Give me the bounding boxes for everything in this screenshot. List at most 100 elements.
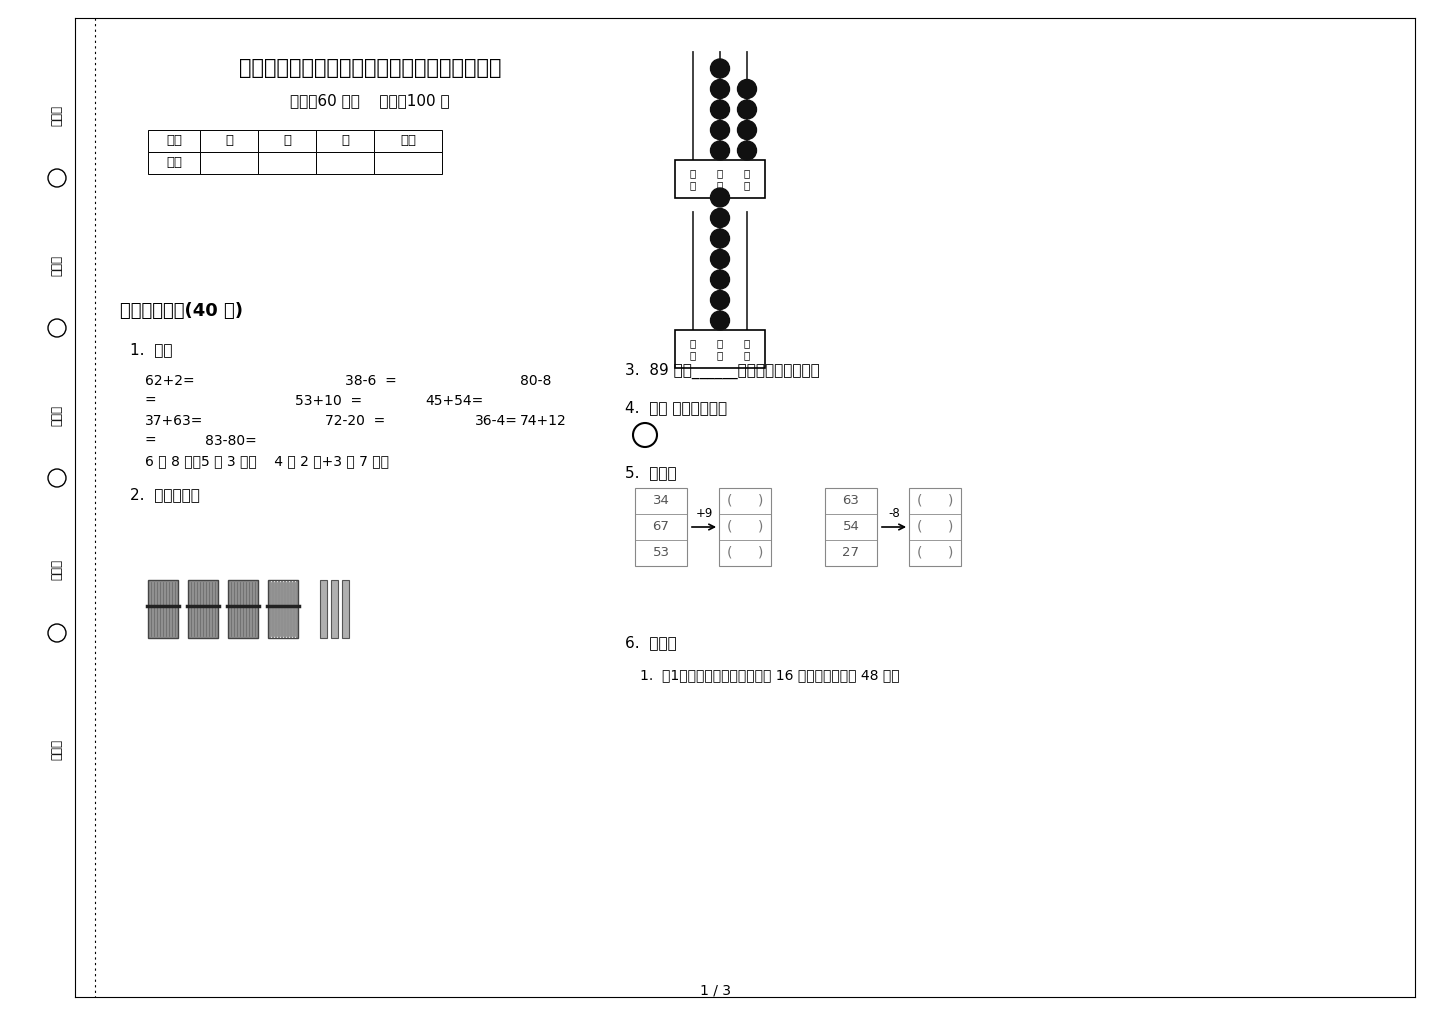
Text: 十
位: 十 位 [716, 339, 724, 360]
Bar [342, 580, 350, 638]
Bar [635, 488, 686, 566]
Text: 62+2=: 62+2= [145, 374, 195, 388]
Text: (: ( [727, 494, 732, 508]
Text: ): ) [947, 494, 953, 508]
Circle shape [711, 100, 729, 119]
Text: 一: 一 [225, 134, 234, 148]
Text: 38-6  =: 38-6 = [345, 374, 397, 388]
Circle shape [738, 100, 757, 119]
Circle shape [711, 290, 729, 309]
Bar [232, 580, 235, 638]
Text: 1 / 3: 1 / 3 [701, 983, 731, 997]
Text: ): ) [758, 494, 762, 508]
Bar [331, 580, 338, 638]
Text: 百
位: 百 位 [689, 168, 696, 190]
Bar [257, 580, 258, 638]
Circle shape [711, 141, 729, 160]
Text: 6 元 8 角－5 元 3 角＝    4 元 2 角+3 元 7 角＝: 6 元 8 角－5 元 3 角＝ 4 元 2 角+3 元 7 角＝ [145, 454, 388, 468]
Bar [198, 580, 201, 638]
Text: (: ( [917, 494, 923, 508]
Bar [176, 580, 179, 638]
Bar [235, 580, 238, 638]
Bar [149, 580, 152, 638]
Text: 54: 54 [843, 521, 860, 534]
Bar [320, 580, 327, 638]
Bar [246, 580, 249, 638]
Text: 考号：: 考号： [50, 104, 63, 125]
Bar [238, 580, 241, 638]
Circle shape [711, 208, 729, 227]
Text: 83-80=: 83-80= [205, 434, 257, 448]
Bar [249, 580, 252, 638]
Bar [374, 152, 441, 174]
Bar [229, 580, 232, 638]
Bar [292, 580, 295, 638]
Bar [228, 580, 258, 638]
Circle shape [711, 270, 729, 289]
Text: ): ) [947, 520, 953, 534]
Bar [258, 152, 317, 174]
Text: 学校：: 学校： [50, 739, 63, 760]
Text: 二: 二 [282, 134, 291, 148]
Text: =: = [145, 434, 156, 448]
Bar [203, 580, 206, 638]
Bar [825, 488, 877, 566]
Bar [244, 580, 246, 638]
Bar [160, 580, 163, 638]
Bar [675, 160, 765, 198]
Text: -8: -8 [888, 507, 900, 520]
Text: 53: 53 [652, 547, 669, 559]
Text: 34: 34 [652, 494, 669, 508]
Bar [189, 580, 192, 638]
Text: 45+54=: 45+54= [426, 394, 483, 408]
Bar [188, 580, 218, 638]
Bar [278, 580, 281, 638]
Bar [284, 580, 287, 638]
Text: 一、基础练习(40 分): 一、基础练习(40 分) [120, 302, 244, 320]
Text: 个
位: 个 位 [744, 168, 749, 190]
Bar [241, 580, 244, 638]
Text: 72-20  =: 72-20 = [325, 413, 385, 428]
Circle shape [711, 250, 729, 269]
Bar [148, 580, 178, 638]
Circle shape [47, 469, 66, 487]
Bar [211, 580, 212, 638]
Bar [258, 130, 317, 152]
Bar [163, 580, 166, 638]
Text: 36-4=: 36-4= [474, 413, 517, 428]
Circle shape [47, 169, 66, 187]
Text: 27: 27 [843, 547, 860, 559]
Circle shape [738, 120, 757, 140]
Text: 百
位: 百 位 [689, 339, 696, 360]
Bar [171, 580, 172, 638]
Bar [317, 152, 374, 174]
Text: 班级：: 班级： [50, 559, 63, 580]
Bar [317, 130, 374, 152]
Text: 37+63=: 37+63= [145, 413, 203, 428]
Bar [214, 580, 215, 638]
Text: (: ( [917, 520, 923, 534]
Circle shape [738, 80, 757, 98]
Text: 4.  在（ ）里填数，在: 4. 在（ ）里填数，在 [625, 400, 727, 415]
Text: ): ) [947, 546, 953, 560]
Text: 十
位: 十 位 [716, 168, 724, 190]
Bar [152, 580, 155, 638]
Bar [675, 330, 765, 368]
Text: 67: 67 [652, 521, 669, 534]
Bar [201, 580, 203, 638]
Text: ): ) [758, 546, 762, 560]
Bar [158, 580, 160, 638]
Bar [148, 152, 201, 174]
Bar [201, 130, 258, 152]
Text: ): ) [758, 520, 762, 534]
Bar [216, 580, 218, 638]
Bar [289, 580, 292, 638]
Circle shape [711, 188, 729, 207]
Bar [719, 488, 771, 566]
Bar [281, 580, 284, 638]
Bar [297, 580, 298, 638]
Circle shape [711, 120, 729, 140]
Text: 部编人教版一年级下学期数学精选全能期末试卷: 部编人教版一年级下学期数学精选全能期末试卷 [239, 58, 502, 78]
Text: =: = [145, 394, 156, 408]
Text: 5.  填空。: 5. 填空。 [625, 465, 676, 480]
